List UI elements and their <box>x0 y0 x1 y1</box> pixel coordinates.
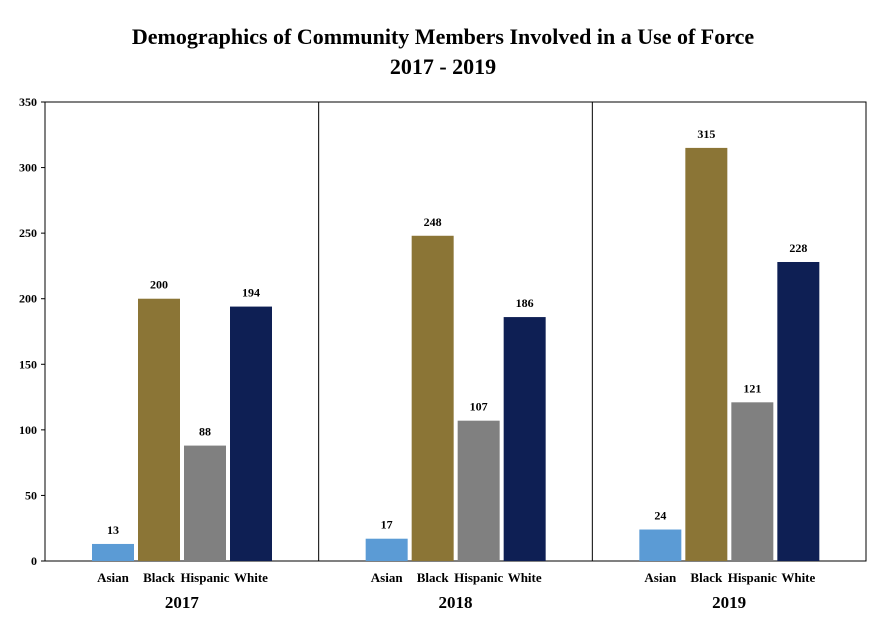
category-label: Black <box>417 570 450 585</box>
bar-value-label: 194 <box>242 286 260 300</box>
category-label: Black <box>143 570 176 585</box>
bar <box>411 235 454 561</box>
y-tick-label: 200 <box>19 292 37 306</box>
bar <box>184 445 226 561</box>
chart-title-block: Demographics of Community Members Involv… <box>0 22 886 82</box>
bar-value-label: 88 <box>199 425 211 439</box>
category-labels: Asian Black Hispanic White <box>644 570 815 585</box>
chart-title: Demographics of Community Members Involv… <box>131 24 755 49</box>
group-label: 2019 <box>712 593 746 612</box>
bar <box>92 543 134 561</box>
bar-value-label: 107 <box>470 400 488 414</box>
bar <box>230 306 272 561</box>
bar <box>457 420 500 561</box>
chart-subtitle: 2017 - 2019 <box>389 54 497 79</box>
bar <box>138 298 180 561</box>
y-tick-label: 0 <box>31 554 37 568</box>
category-label: Hispanic <box>728 570 777 585</box>
bar-value-label: 315 <box>697 127 715 141</box>
y-tick-label: 250 <box>19 226 37 240</box>
bar <box>503 317 546 561</box>
bar <box>731 402 774 561</box>
group-label: 2018 <box>439 593 473 612</box>
category-label: Asian <box>97 570 130 585</box>
bar-value-label: 13 <box>107 523 119 537</box>
bar <box>685 147 728 561</box>
category-label: White <box>508 570 542 585</box>
category-label: Asian <box>644 570 677 585</box>
bar <box>639 529 682 561</box>
y-tick-label: 150 <box>19 357 37 371</box>
category-label: White <box>781 570 815 585</box>
category-label: White <box>234 570 268 585</box>
y-tick-label: 100 <box>19 423 37 437</box>
bar <box>777 261 820 561</box>
category-labels: Asian Black Hispanic White <box>97 570 268 585</box>
bar-value-label: 186 <box>516 296 534 310</box>
category-label: Asian <box>371 570 404 585</box>
bar-value-label: 121 <box>743 381 761 395</box>
y-tick-label: 50 <box>25 488 37 502</box>
group-label: 2017 <box>165 593 200 612</box>
bar-value-label: 17 <box>381 518 393 532</box>
category-labels: Asian Black Hispanic White <box>371 570 542 585</box>
bar-value-label: 24 <box>654 509 666 523</box>
category-label: Black <box>690 570 723 585</box>
category-label: Hispanic <box>454 570 503 585</box>
y-tick-label: 300 <box>19 161 37 175</box>
y-tick-label: 350 <box>19 95 37 109</box>
bar-value-label: 228 <box>789 241 807 255</box>
bar <box>365 538 408 561</box>
bar-value-label: 200 <box>150 278 168 292</box>
bar-value-label: 248 <box>424 215 442 229</box>
plot-frame <box>44 101 867 562</box>
category-label: Hispanic <box>180 570 229 585</box>
